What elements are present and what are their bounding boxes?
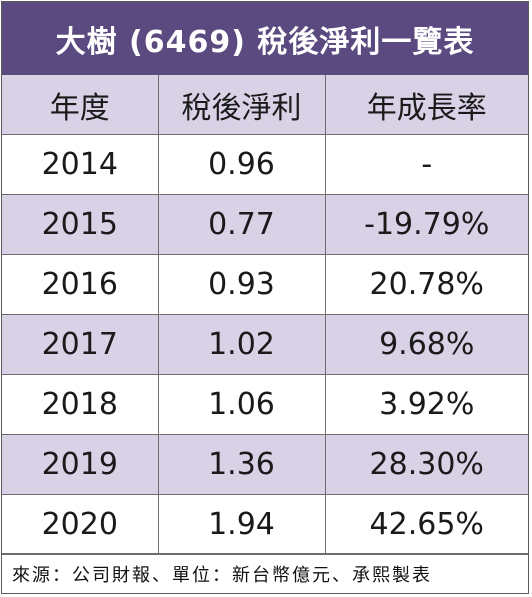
cell-year: 2016: [2, 254, 159, 315]
table-row: 2014 0.96 -: [2, 134, 528, 195]
cell-profit: 1.02: [157, 314, 326, 375]
header-year: 年度: [2, 75, 159, 135]
table-row: 2018 1.06 3.92%: [2, 374, 528, 435]
cell-profit: 0.77: [157, 194, 326, 255]
cell-year: 2017: [2, 314, 159, 375]
cell-growth: 9.68%: [324, 314, 528, 375]
table-title: 大樹 (6469) 稅後淨利一覽表: [2, 2, 528, 76]
cell-profit: 1.94: [157, 494, 326, 555]
cell-year: 2018: [2, 374, 159, 435]
source-note: 來源：公司財報、單位：新台幣億元、承熙製表: [2, 553, 528, 593]
cell-profit: 0.93: [157, 254, 326, 315]
cell-growth: 3.92%: [324, 374, 528, 435]
table-row: 2015 0.77 -19.79%: [2, 194, 528, 255]
cell-profit: 0.96: [157, 134, 326, 195]
header-growth: 年成長率: [324, 75, 528, 135]
cell-growth: 28.30%: [324, 434, 528, 495]
table-row: 2017 1.02 9.68%: [2, 314, 528, 375]
cell-growth: -: [324, 134, 528, 195]
cell-profit: 1.36: [157, 434, 326, 495]
header-profit: 稅後淨利: [157, 75, 326, 135]
cell-growth: 20.78%: [324, 254, 528, 315]
table-row: 2019 1.36 28.30%: [2, 434, 528, 495]
cell-year: 2019: [2, 434, 159, 495]
cell-year: 2014: [2, 134, 159, 195]
cell-profit: 1.06: [157, 374, 326, 435]
header-row: 年度 稅後淨利 年成長率: [2, 75, 528, 135]
table-row: 2020 1.94 42.65%: [2, 494, 528, 555]
cell-growth: -19.79%: [324, 194, 528, 255]
cell-year: 2020: [2, 494, 159, 555]
profit-table: 年度 稅後淨利 年成長率 2014 0.96 - 2015 0.77 -19.7…: [2, 75, 528, 555]
cell-year: 2015: [2, 194, 159, 255]
table-row: 2016 0.93 20.78%: [2, 254, 528, 315]
cell-growth: 42.65%: [324, 494, 528, 555]
